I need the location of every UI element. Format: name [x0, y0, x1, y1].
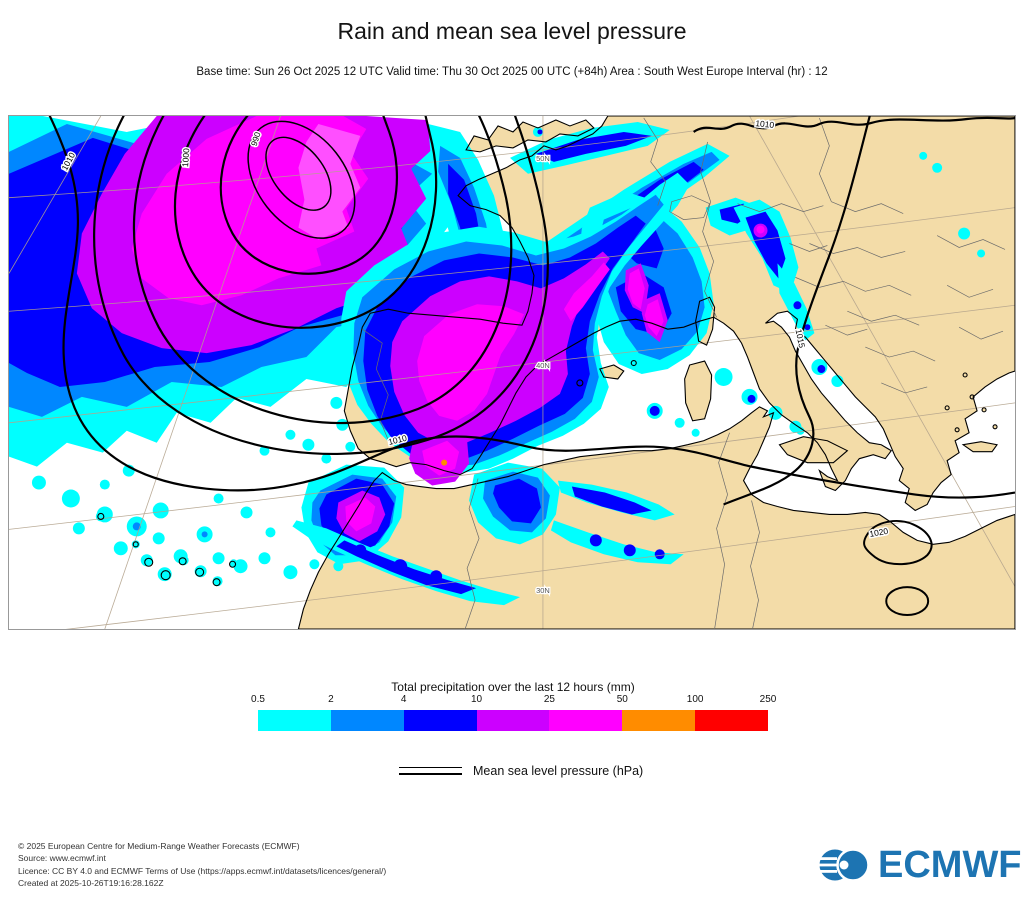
contour-label: 1010 — [755, 118, 775, 130]
graticule-labels: 50N 40N 30N — [535, 153, 551, 597]
ecmwf-logo-icon — [818, 848, 870, 882]
footer-line: Created at 2025-10-26T19:16:28.162Z — [18, 878, 164, 889]
weather-map: 1010 1000 990 1010 1010 1015 1020 50N 40N 30N — [8, 115, 1016, 630]
colorbar-tick: 50 — [616, 694, 628, 705]
colorbar-cell — [549, 710, 623, 731]
precip-colorbar — [258, 710, 769, 731]
footer-line: Source: www.ecmwf.int — [18, 853, 106, 864]
colorbar-cell — [330, 710, 404, 731]
colorbar-tick: 0.5 — [251, 694, 265, 705]
pressure-legend: Mean sea level pressure (hPa) — [399, 764, 643, 778]
contour-line-sample-icon — [399, 766, 462, 776]
precip-legend-title: Total precipitation over the last 12 hou… — [391, 680, 635, 694]
footer-line: © 2025 European Centre for Medium-Range … — [18, 841, 300, 851]
colorbar-cell — [695, 710, 769, 731]
colorbar-cell — [258, 710, 331, 731]
contour-label: 1000 — [180, 148, 191, 168]
colorbar-cell — [622, 710, 696, 731]
graticule-label: 30N — [536, 586, 550, 595]
copyright-footer: © 2025 European Centre for Medium-Range … — [18, 840, 386, 890]
colorbar-tick: 25 — [543, 694, 555, 705]
colorbar-tick: 250 — [759, 694, 777, 705]
graticule-label: 40N — [536, 361, 550, 370]
precip-legend-ticks: 0.5 2 4 10 25 50 100 250 — [251, 694, 776, 706]
colorbar-cell — [476, 710, 550, 731]
contour-label: 1020 — [869, 526, 890, 539]
colorbar-tick: 2 — [328, 694, 334, 705]
graticule-label: 50N — [536, 154, 550, 163]
forecast-metadata: Base time: Sun 26 Oct 2025 12 UTC Valid … — [196, 66, 828, 78]
colorbar-tick: 100 — [686, 694, 704, 705]
footer-line: Licence: CC BY 4.0 and ECMWF Terms of Us… — [18, 865, 387, 876]
colorbar-cell — [403, 710, 477, 731]
ecmwf-logo-text: ECMWF — [878, 843, 1022, 886]
page-title: Rain and mean sea level pressure — [337, 18, 687, 44]
colorbar-tick: 4 — [400, 694, 407, 705]
colorbar-tick: 10 — [471, 694, 483, 705]
ecmwf-logo: ECMWF — [818, 842, 1022, 888]
pressure-legend-label: Mean sea level pressure (hPa) — [473, 764, 644, 778]
